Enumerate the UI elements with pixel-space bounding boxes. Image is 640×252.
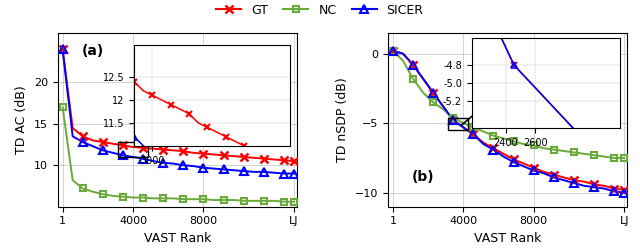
Legend: GT, NC, SICER: GT, NC, SICER [211,0,429,22]
Y-axis label: TD nSDP (dB): TD nSDP (dB) [336,77,349,162]
Text: (b): (b) [412,170,435,183]
Bar [448,118,468,130]
Y-axis label: TD AC (dB): TD AC (dB) [15,85,28,154]
Bar [118,142,148,157]
X-axis label: VAST Rank: VAST Rank [143,232,211,245]
X-axis label: VAST Rank: VAST Rank [474,232,541,245]
Text: (a): (a) [81,44,104,58]
